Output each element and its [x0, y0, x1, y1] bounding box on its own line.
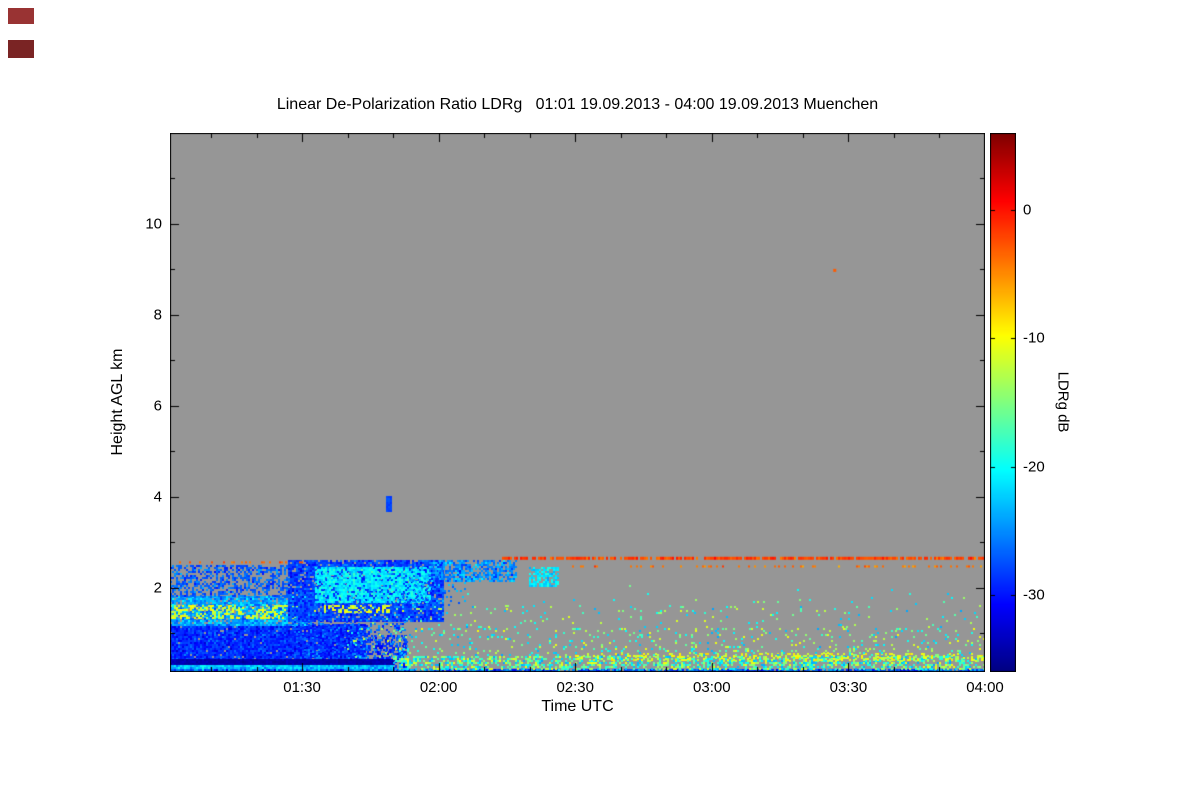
colorbar-tick-label: -20: [1023, 458, 1045, 476]
chart-title: Linear De-Polarization Ratio LDRg 01:01 …: [276, 96, 879, 113]
heatmap-canvas: [170, 133, 985, 672]
colorbar-tick-label: 0: [1023, 201, 1032, 219]
x-tick-label: 02:00: [419, 679, 458, 696]
corner-mark: [8, 40, 34, 58]
x-tick-label: 04:00: [966, 679, 1004, 696]
x-tick-label: 03:30: [829, 679, 868, 696]
x-tick-label: 03:00: [693, 679, 731, 696]
x-tick-label: 01:30: [283, 679, 321, 696]
x-tick-label: 02:30: [556, 679, 594, 696]
colorbar-canvas: [990, 133, 1016, 672]
y-tick-label: 6: [153, 397, 162, 415]
y-tick-label: 4: [153, 488, 162, 506]
y-tick-label: 2: [153, 579, 162, 597]
corner-mark: [8, 8, 34, 24]
colorbar-tick-label: -10: [1023, 329, 1045, 347]
colorbar-label: LDRg dB: [1054, 371, 1072, 433]
colorbar-tick-label: -30: [1023, 586, 1045, 604]
y-tick-label: 10: [145, 215, 162, 233]
y-tick-label: 8: [153, 306, 162, 324]
x-axis-label: Time UTC: [541, 698, 614, 715]
